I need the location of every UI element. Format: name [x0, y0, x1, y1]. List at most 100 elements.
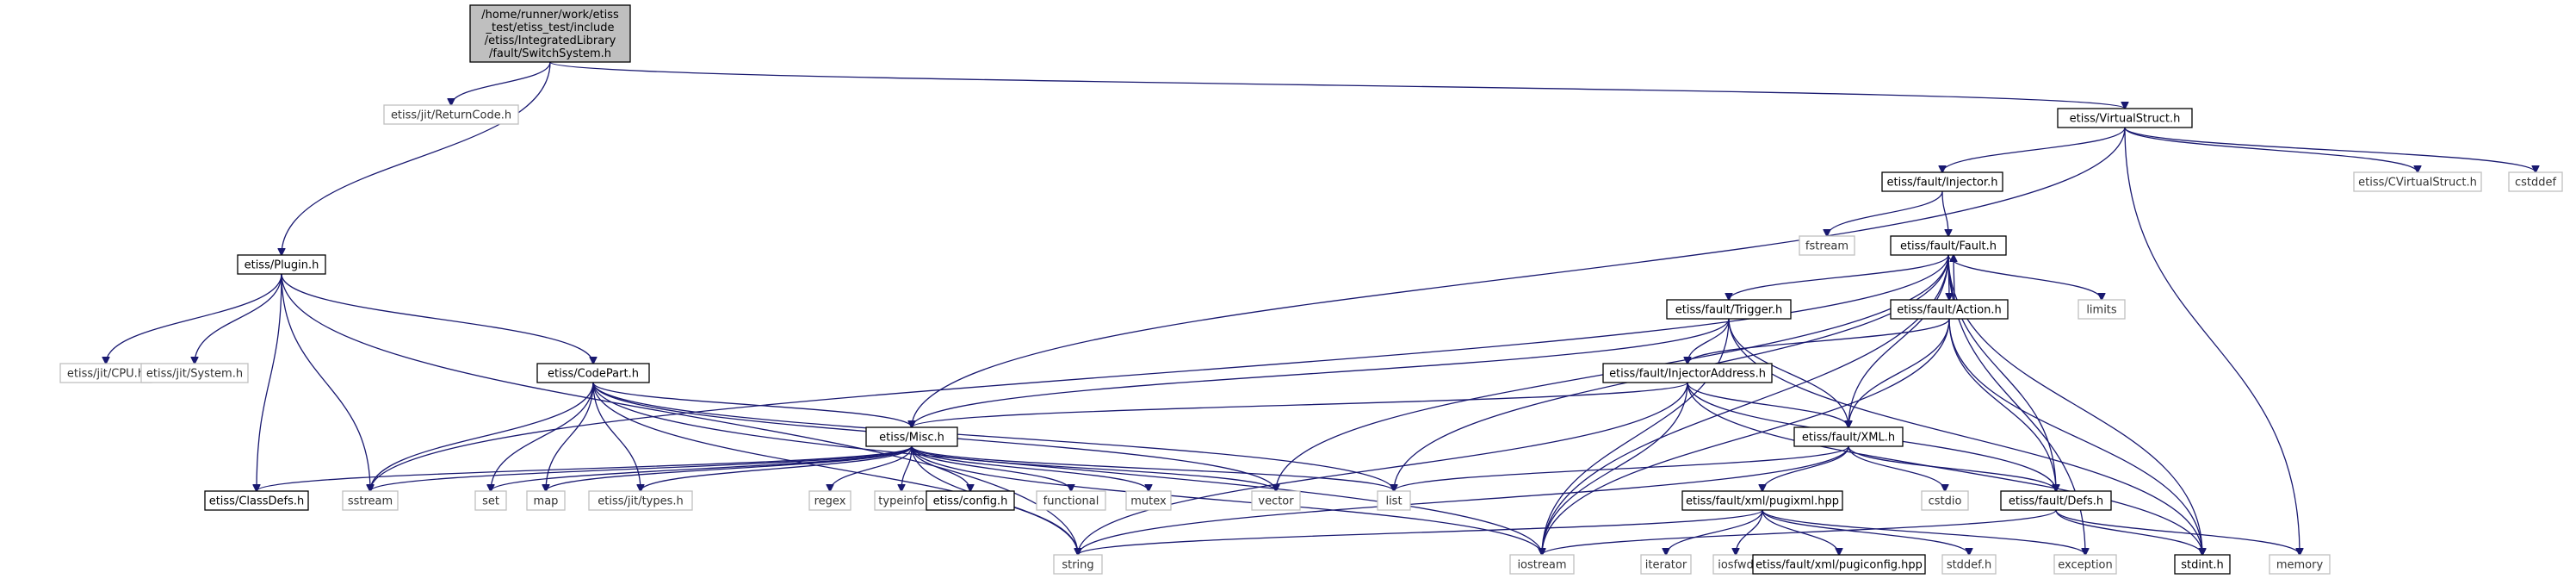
edge-codepart-to-misc [592, 382, 912, 427]
edge-misc-to-mutex [911, 445, 1149, 491]
edge-injectoraddress-to-stdinth [1687, 382, 2202, 555]
edge-misc-to-sstream [370, 445, 913, 491]
node-virtualstruct-label: etiss/VirtualStruct.h [2070, 113, 2181, 126]
node-functional-box [1036, 490, 1106, 511]
edge-misc-to-list [911, 445, 1394, 491]
node-jittypes-label: etiss/jit/types.h [598, 495, 684, 508]
node-stdinth-box [2174, 554, 2231, 575]
node-config[interactable]: etiss/config.h [926, 490, 1015, 511]
edge-injectoraddress-to-misc [912, 382, 1688, 427]
edge-xml-to-list [1394, 445, 1849, 491]
edge-misc-to-set [491, 445, 913, 491]
node-sstream-label: sstream [348, 495, 393, 508]
edge-root-to-plugin [282, 61, 551, 255]
node-jitsystem-box [140, 363, 249, 383]
edge-misc-to-typeinfo [901, 445, 913, 491]
node-returncode: etiss/jit/ReturnCode.h [383, 104, 519, 125]
node-codepart[interactable]: etiss/CodePart.h [536, 363, 650, 383]
node-fstream: fstream [1799, 235, 1855, 256]
node-codepart-label: etiss/CodePart.h [548, 368, 639, 381]
node-jitsystem-label: etiss/jit/System.h [146, 368, 243, 381]
edge-fault-to-sstream [370, 254, 1949, 491]
edge-xml-to-string [1078, 445, 1849, 555]
node-injector-label: etiss/fault/Injector.h [1887, 177, 1998, 190]
node-trigger[interactable]: etiss/fault/Trigger.h [1666, 299, 1792, 320]
edge-trigger-to-misc [912, 318, 1730, 427]
edge-trigger-to-iostream [1542, 318, 1730, 555]
edge-injector-to-fault [1941, 190, 1948, 236]
node-fault-label: etiss/fault/Fault.h [1900, 240, 1997, 253]
edge-action-to-defs [1948, 318, 2056, 491]
node-injector[interactable]: etiss/fault/Injector.h [1881, 171, 2003, 192]
node-config-box [926, 490, 1015, 511]
node-plugin[interactable]: etiss/Plugin.h [237, 254, 326, 275]
edge-plugin-to-classdefs [257, 273, 282, 491]
node-iterator-label: iterator [1645, 559, 1687, 572]
node-classdefs-box [204, 490, 309, 511]
node-memory-label: memory [2276, 559, 2324, 572]
node-action[interactable]: etiss/fault/Action.h [1890, 299, 2009, 320]
edge-trigger-to-injectoraddress [1687, 318, 1730, 364]
edge-pugixml-to-stddefh [1762, 509, 1969, 555]
node-jitcpu-label: etiss/jit/CPU.h [67, 368, 145, 381]
edge-action-to-iostream [1542, 318, 1950, 555]
edge-xml-to-pugixml [1762, 445, 1849, 491]
dependency-edges [106, 61, 2536, 555]
node-string-box [1053, 554, 1103, 575]
node-xml[interactable]: etiss/fault/XML.h [1793, 426, 1904, 447]
node-typeinfo: typeinfo [874, 490, 929, 511]
node-cstdio-box [1921, 490, 1969, 511]
node-map-box [526, 490, 566, 511]
node-set-box [474, 490, 507, 511]
node-root: /home/runner/work/etiss_test/etiss_test/… [469, 4, 631, 63]
node-root-label-3: /fault/SwitchSystem.h [489, 47, 611, 60]
node-memory-box [2269, 554, 2331, 575]
node-list-label: list [1385, 495, 1402, 508]
node-iterator-box [1640, 554, 1692, 575]
edge-root-to-virtualstruct [549, 61, 2125, 109]
edge-action-to-xml [1848, 318, 1950, 427]
node-pugiconfig-label: etiss/fault/xml/pugiconfig.hpp [1756, 559, 1923, 572]
node-jittypes-box [588, 490, 693, 511]
node-virtualstruct[interactable]: etiss/VirtualStruct.h [2057, 108, 2193, 128]
node-regex-label: regex [814, 495, 846, 508]
node-pugixml[interactable]: etiss/fault/xml/pugixml.hpp [1681, 490, 1843, 511]
node-iostream-label: iostream [1517, 559, 1566, 572]
edge-plugin-to-jitsystem [195, 273, 282, 364]
edge-pugixml-to-exception [1762, 509, 2085, 555]
node-jittypes: etiss/jit/types.h [588, 490, 693, 511]
node-trigger-box [1666, 299, 1792, 320]
node-functional-label: functional [1043, 495, 1099, 508]
node-injectoraddress[interactable]: etiss/fault/InjectorAddress.h [1602, 363, 1773, 383]
edge-codepart-to-sstream [370, 382, 594, 491]
node-sstream: sstream [342, 490, 399, 511]
node-set: set [474, 490, 507, 511]
node-pugiconfig-box [1752, 554, 1926, 575]
node-stddefh-label: stddef.h [1947, 559, 1991, 572]
node-stdinth-label: stdint.h [2181, 559, 2223, 572]
node-pugiconfig[interactable]: etiss/fault/xml/pugiconfig.hpp [1752, 554, 1926, 575]
node-limits: limits [2078, 299, 2126, 320]
node-root-box [469, 4, 631, 63]
node-stddefh: stddef.h [1941, 554, 1997, 575]
node-misc[interactable]: etiss/Misc.h [865, 426, 958, 447]
edge-trigger-to-stdinth [1728, 318, 2202, 555]
edge-codepart-to-string [592, 382, 1078, 555]
edge-misc-to-functional [911, 445, 1071, 491]
edge-virtualstruct-to-injector [1942, 127, 2126, 172]
node-cvirtualstruct: etiss/CVirtualStruct.h [2353, 171, 2482, 192]
node-vector-label: vector [1258, 495, 1294, 508]
edge-misc-to-config [911, 445, 970, 491]
node-fault[interactable]: etiss/fault/Fault.h [1890, 235, 2007, 256]
node-limits-label: limits [2086, 304, 2117, 317]
node-stdinth[interactable]: stdint.h [2174, 554, 2231, 575]
node-defs[interactable]: etiss/fault/Defs.h [2000, 490, 2112, 511]
edge-fault-to-xml [1848, 254, 1949, 427]
edge-defs-to-stdinth [2055, 509, 2202, 555]
node-classdefs[interactable]: etiss/ClassDefs.h [204, 490, 309, 511]
node-codepart-box [536, 363, 650, 383]
edge-injectoraddress-to-xml [1687, 382, 1848, 427]
node-injector-box [1881, 171, 2003, 192]
node-regex-box [808, 490, 851, 511]
